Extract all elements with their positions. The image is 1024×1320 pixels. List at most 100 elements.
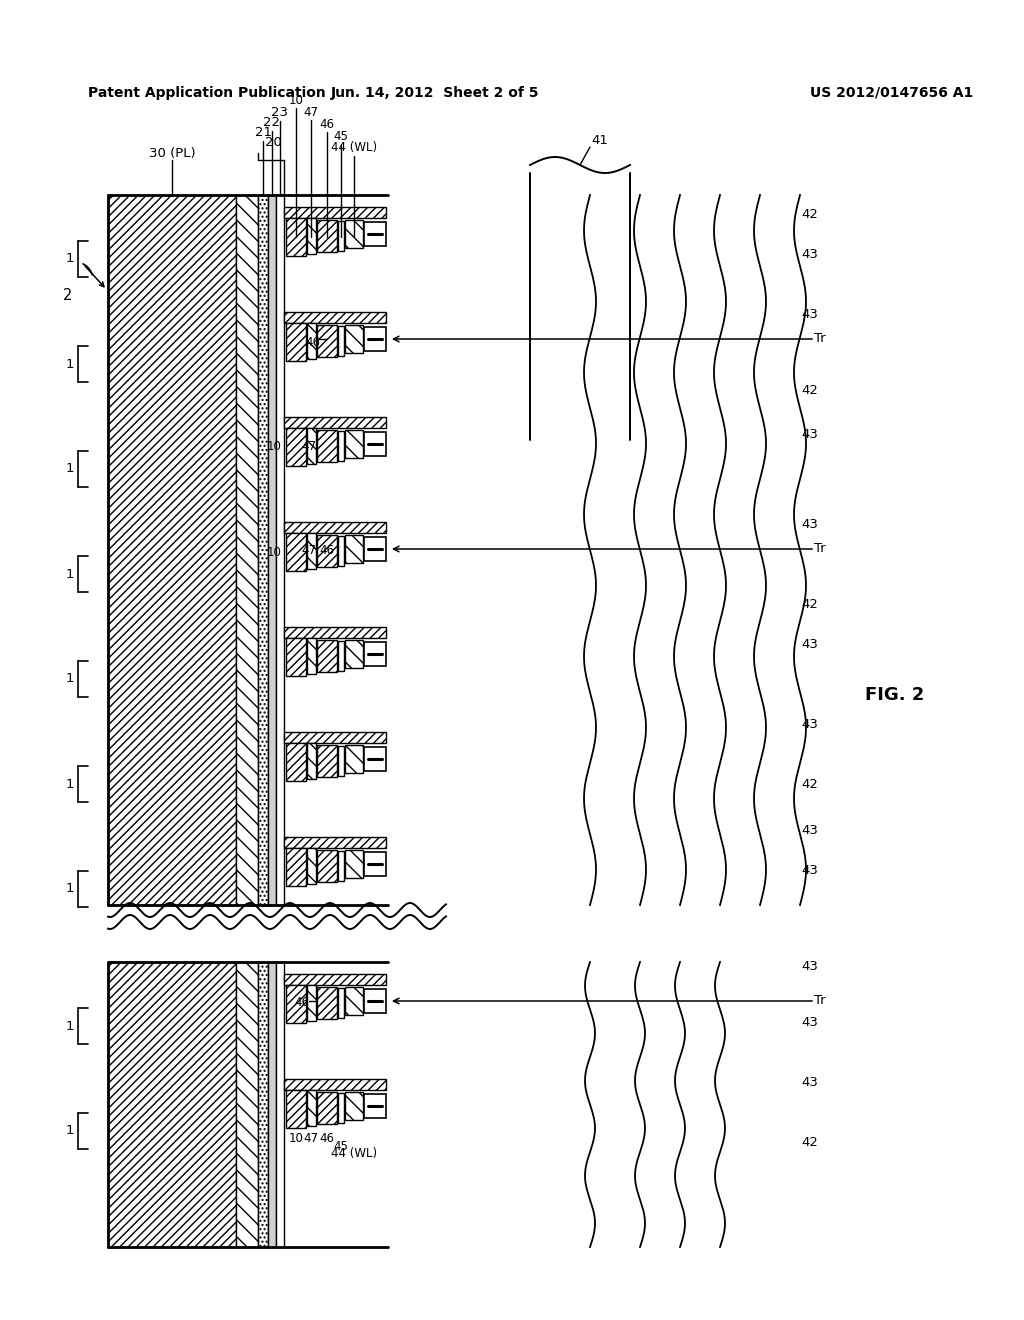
Text: 43: 43 [802, 309, 818, 322]
Bar [338, 987, 344, 1018]
Bar [258, 195, 268, 906]
Text: 47: 47 [301, 544, 316, 557]
Bar [364, 747, 386, 771]
Text: 21: 21 [255, 127, 271, 140]
Text: 45: 45 [334, 1139, 348, 1152]
Text: 43: 43 [802, 519, 818, 532]
Bar [338, 220, 344, 251]
Text: 46: 46 [319, 544, 335, 557]
Text: 42: 42 [802, 1135, 818, 1148]
Text: 43: 43 [802, 824, 818, 837]
Bar [284, 312, 386, 323]
Text: 10: 10 [289, 94, 303, 107]
Text: 1: 1 [66, 1125, 75, 1138]
Text: 1: 1 [66, 358, 75, 371]
Bar [307, 638, 316, 675]
Bar [276, 195, 284, 906]
Bar [108, 195, 236, 906]
Text: 46: 46 [295, 997, 309, 1010]
Bar [345, 430, 362, 458]
Bar [286, 985, 306, 1023]
Bar [364, 537, 386, 561]
Bar [345, 325, 362, 352]
Text: 10: 10 [289, 1131, 303, 1144]
Bar [284, 627, 386, 638]
Bar [317, 987, 337, 1019]
Bar [286, 638, 306, 676]
Bar [338, 326, 344, 356]
Bar [364, 642, 386, 667]
Text: 1: 1 [66, 462, 75, 475]
Bar [286, 1090, 306, 1129]
Text: Tr: Tr [814, 994, 825, 1007]
Text: Patent Application Publication: Patent Application Publication [88, 86, 326, 100]
Text: 1: 1 [66, 252, 75, 265]
Text: 20: 20 [264, 136, 282, 149]
Bar [108, 962, 236, 1247]
Text: 23: 23 [271, 107, 289, 120]
Text: 1: 1 [66, 568, 75, 581]
Bar [317, 1092, 337, 1125]
Bar [345, 220, 362, 248]
Text: 10: 10 [266, 441, 282, 454]
Bar [338, 1093, 344, 1123]
Bar [284, 733, 386, 743]
Text: 2: 2 [63, 288, 73, 302]
Bar [317, 640, 337, 672]
Bar [286, 533, 306, 572]
Bar [338, 432, 344, 461]
Text: 43: 43 [802, 429, 818, 441]
Bar [307, 985, 316, 1020]
Bar [276, 962, 284, 1247]
Text: 22: 22 [263, 116, 281, 129]
Bar [286, 743, 306, 781]
Bar [338, 851, 344, 880]
Bar [317, 744, 337, 777]
Text: 46: 46 [319, 1131, 335, 1144]
Text: 1: 1 [66, 1019, 75, 1032]
Text: 47: 47 [303, 1131, 318, 1144]
Bar [258, 962, 268, 1247]
Bar [364, 327, 386, 351]
Text: FIG. 2: FIG. 2 [865, 686, 925, 704]
Bar [236, 195, 258, 906]
Bar [284, 207, 386, 218]
Bar [307, 533, 316, 569]
Text: 43: 43 [802, 863, 818, 876]
Text: 42: 42 [802, 384, 818, 396]
Bar [345, 535, 362, 564]
Bar [268, 962, 276, 1247]
Text: Tr: Tr [814, 333, 825, 346]
Bar [345, 1092, 362, 1119]
Text: 42: 42 [802, 209, 818, 222]
Bar [284, 974, 386, 985]
Text: Tr: Tr [814, 543, 825, 556]
Text: 43: 43 [802, 248, 818, 261]
Bar [307, 428, 316, 465]
Text: 43: 43 [802, 1076, 818, 1089]
Text: 30 (PL): 30 (PL) [148, 147, 196, 160]
Bar [286, 847, 306, 886]
Bar [307, 743, 316, 779]
Text: 43: 43 [802, 960, 818, 973]
Bar [317, 850, 337, 882]
Text: 1: 1 [66, 672, 75, 685]
Bar [286, 323, 306, 360]
Bar [364, 989, 386, 1012]
Bar [307, 1090, 316, 1126]
Bar [317, 325, 337, 356]
Bar [284, 1078, 386, 1090]
Bar [364, 851, 386, 876]
Bar [286, 218, 306, 256]
Text: US 2012/0147656 A1: US 2012/0147656 A1 [810, 86, 973, 100]
Bar [307, 218, 316, 253]
Bar [317, 430, 337, 462]
Text: 46: 46 [305, 337, 321, 350]
Bar [307, 323, 316, 359]
Text: 1: 1 [66, 883, 75, 895]
Text: 44 (WL): 44 (WL) [331, 141, 377, 154]
Bar [286, 428, 306, 466]
Bar [364, 1094, 386, 1118]
Text: 42: 42 [802, 598, 818, 611]
Text: 46: 46 [319, 117, 335, 131]
